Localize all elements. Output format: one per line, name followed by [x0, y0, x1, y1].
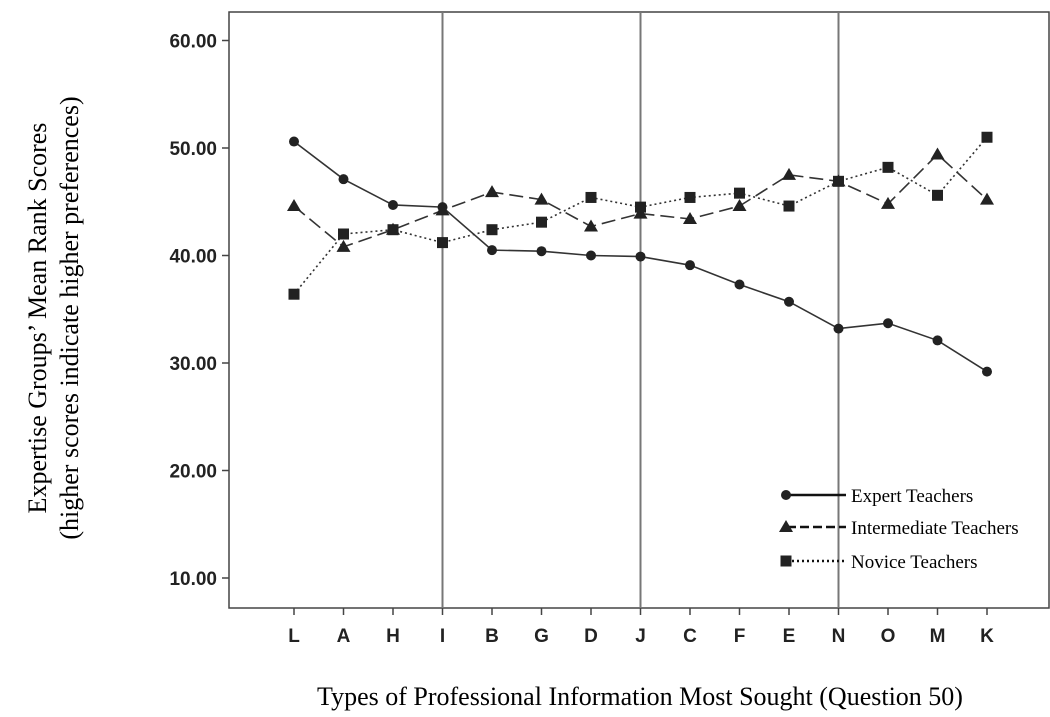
data-point — [932, 190, 943, 201]
x-tick-label: E — [783, 626, 796, 647]
x-tick-label: D — [584, 626, 598, 647]
data-point — [883, 162, 894, 173]
data-point — [537, 246, 547, 256]
x-tick-label: L — [288, 626, 300, 647]
data-point — [635, 202, 646, 213]
data-point — [931, 147, 945, 159]
y-axis-title-line1: Expertise Groups’ Mean Rank Scores — [23, 123, 52, 514]
data-point — [834, 324, 844, 334]
legend-marker — [781, 556, 792, 567]
data-point — [833, 176, 844, 187]
data-point — [982, 367, 992, 377]
data-point — [735, 280, 745, 290]
data-point — [388, 224, 399, 235]
x-tick-label: G — [534, 626, 549, 647]
y-tick-label: 20.00 — [169, 462, 217, 483]
data-point — [289, 137, 299, 147]
x-tick-label: B — [485, 626, 499, 647]
data-point — [338, 229, 349, 240]
x-tick-label: H — [386, 626, 400, 647]
data-point — [636, 252, 646, 262]
x-axis-title: Types of Professional Information Most S… — [317, 682, 963, 711]
data-point — [733, 199, 747, 211]
y-tick-label: 60.00 — [169, 32, 217, 53]
legend-item: Intermediate Teachers — [779, 518, 1019, 539]
legend-marker — [781, 490, 791, 500]
legend-label: Novice Teachers — [851, 552, 978, 573]
data-point — [586, 251, 596, 261]
data-point — [487, 245, 497, 255]
x-tick-label: F — [734, 626, 746, 647]
y-tick-label: 30.00 — [169, 354, 217, 375]
y-axis-title-line2: (higher scores indicate higher preferenc… — [55, 96, 84, 539]
legend-label: Expert Teachers — [851, 486, 973, 507]
data-point — [933, 335, 943, 345]
data-point — [485, 185, 499, 197]
data-point — [685, 260, 695, 270]
data-point — [536, 217, 547, 228]
data-point — [339, 174, 349, 184]
x-tick-label: C — [683, 626, 697, 647]
data-point — [685, 192, 696, 203]
legend: Expert Teachers Intermediate Teachers Novi… — [779, 486, 1019, 573]
data-point — [287, 199, 301, 211]
data-point — [437, 237, 448, 248]
x-tick-label: K — [980, 626, 994, 647]
x-tick-label: O — [881, 626, 896, 647]
data-point — [487, 224, 498, 235]
x-tick-label: J — [635, 626, 646, 647]
legend-item: Novice Teachers — [781, 552, 978, 573]
data-point — [784, 201, 795, 212]
x-tick-label: I — [440, 626, 445, 647]
legend-label: Intermediate Teachers — [851, 518, 1019, 539]
data-point — [586, 192, 597, 203]
data-point — [883, 318, 893, 328]
x-tick-label: A — [337, 626, 351, 647]
data-point — [388, 200, 398, 210]
y-tick-label: 40.00 — [169, 247, 217, 268]
x-tick-label: N — [832, 626, 846, 647]
y-tick-label: 10.00 — [169, 569, 217, 590]
legend-item: Expert Teachers — [781, 486, 973, 507]
x-tick-label: M — [930, 626, 946, 647]
reference-lines — [443, 12, 839, 608]
data-point — [734, 188, 745, 199]
data-point — [289, 289, 300, 300]
y-tick-label: 50.00 — [169, 139, 217, 160]
data-point — [784, 297, 794, 307]
data-point — [982, 132, 993, 143]
data-point — [436, 203, 450, 215]
data-point — [782, 168, 796, 180]
